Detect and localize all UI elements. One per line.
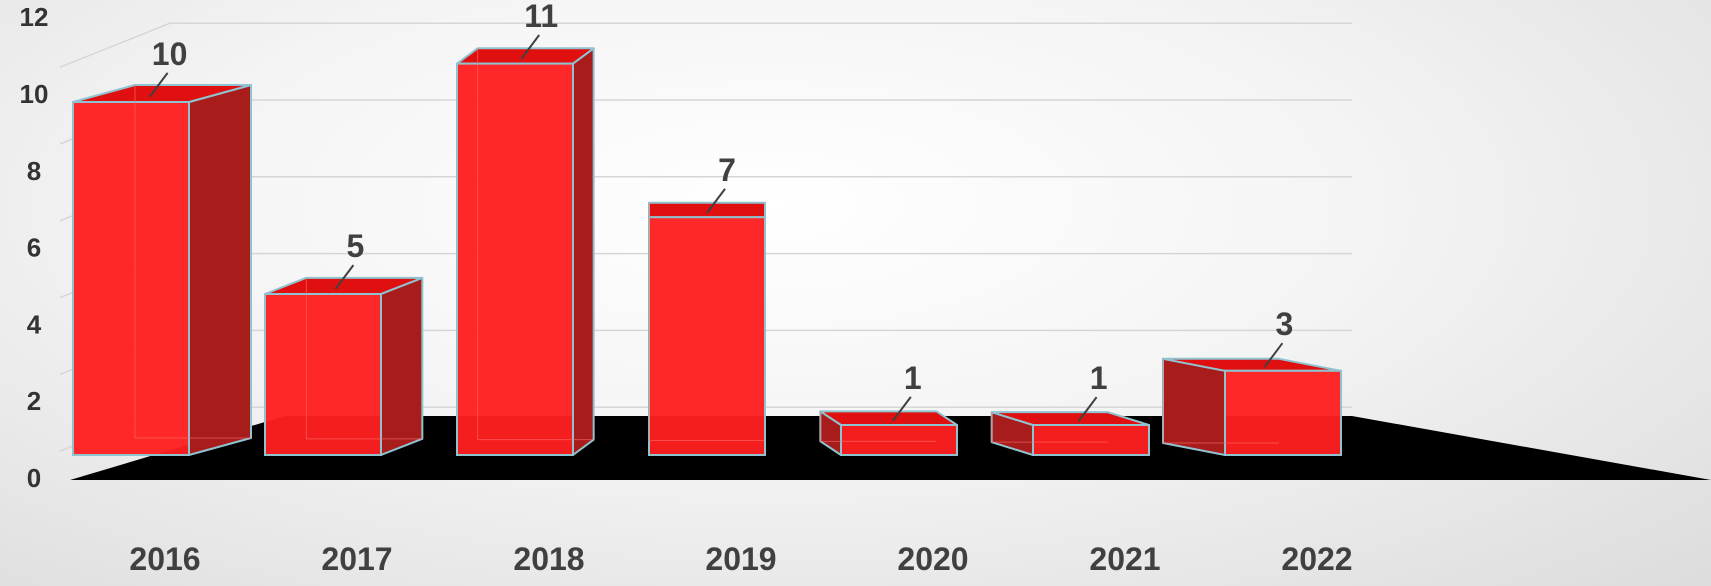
bar-inner-edge <box>819 411 937 442</box>
data-label-leader <box>520 34 541 60</box>
data-label: 5 <box>347 228 365 264</box>
bar-2018 <box>456 47 595 456</box>
bars <box>72 47 1342 456</box>
bar-front-face <box>840 424 958 456</box>
bar-top-face <box>819 410 958 426</box>
bar-front-face <box>1224 369 1342 456</box>
bar-side-face <box>380 276 424 456</box>
data-label-leader <box>334 264 355 290</box>
y-axis-ticks: 0 2 4 6 8 10 12 <box>20 2 49 493</box>
data-label-leader <box>148 72 169 98</box>
bar-2017 <box>264 276 424 456</box>
bar-front-face <box>264 293 382 456</box>
y-tick-label: 12 <box>20 2 49 32</box>
data-label: 1 <box>1090 360 1108 396</box>
bar-inner-edge <box>991 412 1108 443</box>
data-label: 1 <box>904 360 922 396</box>
bar-front-face <box>456 62 574 456</box>
x-axis-categories: 2016 2017 2018 2019 2020 2021 2022 <box>129 541 1352 577</box>
y-tick-label: 2 <box>27 386 41 416</box>
bar-2016 <box>72 84 252 456</box>
data-label-leader <box>1077 396 1098 422</box>
y-tick-label: 0 <box>27 463 41 493</box>
data-label: 7 <box>718 152 736 188</box>
y-tick-label: 8 <box>27 156 41 186</box>
x-category-label: 2017 <box>321 541 392 577</box>
x-category-label: 2016 <box>129 541 200 577</box>
bar-front-face <box>72 101 190 456</box>
y-tick-label: 4 <box>27 309 42 339</box>
bar-front-face <box>1032 424 1150 456</box>
bar-inner-edge <box>648 202 765 441</box>
bar-2020 <box>819 410 958 456</box>
data-label-leader <box>706 188 726 214</box>
x-category-label: 2021 <box>1089 541 1160 577</box>
data-label: 3 <box>1276 306 1294 342</box>
bar-top-face <box>648 201 766 219</box>
x-category-label: 2020 <box>897 541 968 577</box>
bar-inner-edge <box>1162 358 1279 444</box>
bar-side-face <box>188 84 252 456</box>
bar-inner-edge <box>305 277 423 440</box>
x-category-label: 2022 <box>1281 541 1352 577</box>
y-tick-label: 10 <box>20 79 49 109</box>
bar-2019 <box>648 201 766 456</box>
data-label-leader <box>891 396 912 422</box>
bar-side-face <box>1162 357 1226 456</box>
y-tick-label: 6 <box>27 233 41 263</box>
bar-inner-edge <box>134 85 251 439</box>
data-label: 11 <box>524 0 558 34</box>
bar-side-face <box>572 47 595 456</box>
gridline-wall <box>59 22 171 68</box>
bar-inner-edge <box>477 48 594 441</box>
x-category-label: 2019 <box>705 541 776 577</box>
x-category-label: 2018 <box>513 541 584 577</box>
bar-2021 <box>990 411 1150 456</box>
bar-2022 <box>1162 357 1342 456</box>
data-label: 10 <box>152 36 188 72</box>
data-label-leader <box>1263 342 1284 368</box>
bar-front-face <box>648 216 766 456</box>
